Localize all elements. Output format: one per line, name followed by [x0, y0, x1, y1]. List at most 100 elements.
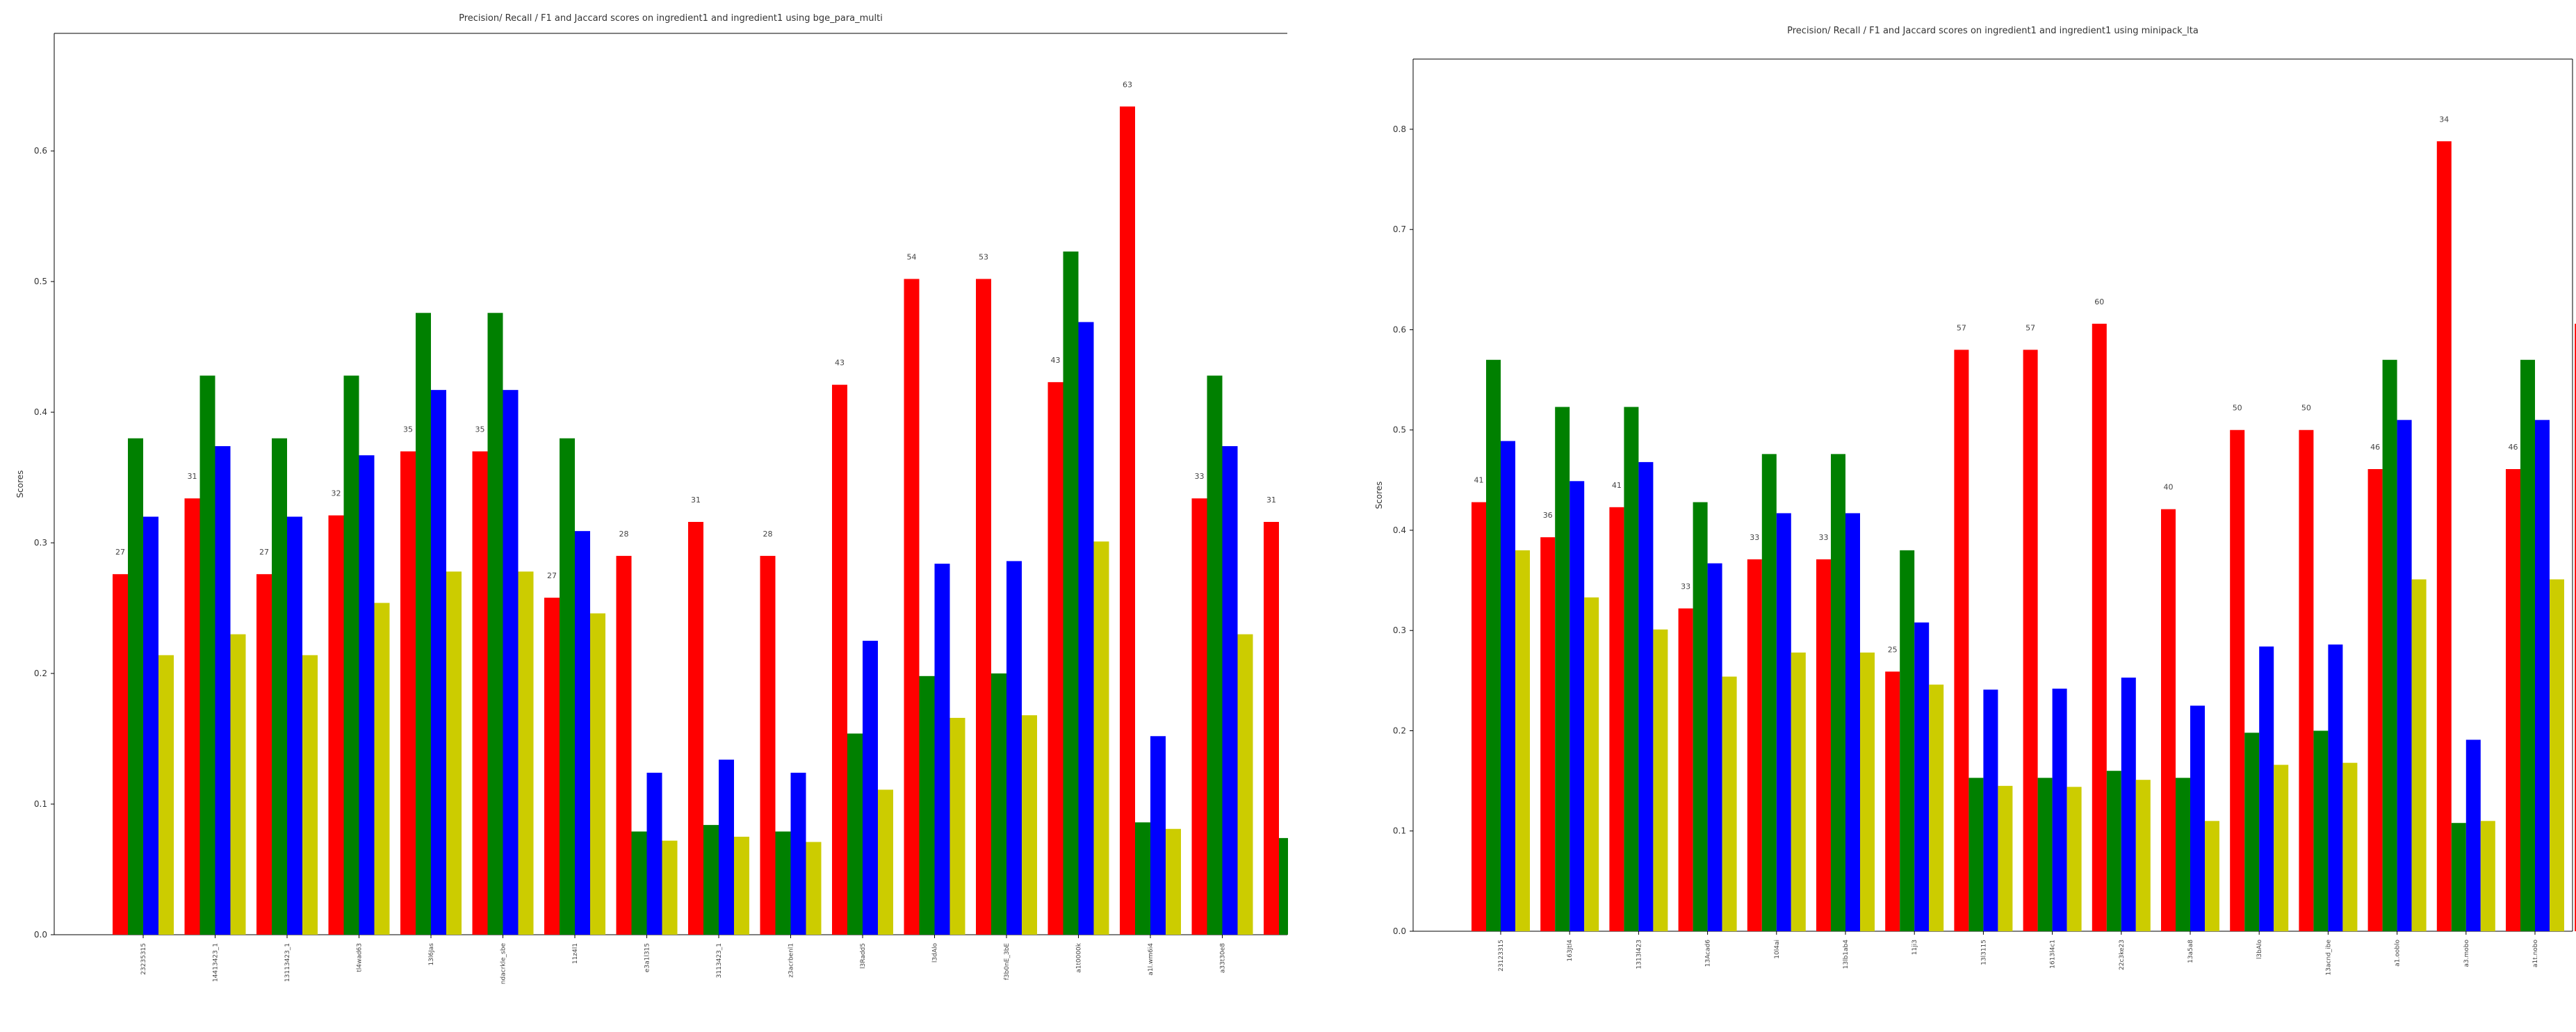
bar-value-label: 33: [1819, 533, 1829, 542]
y-tick-label: 0.2: [1393, 726, 1406, 735]
bar-value-label: 34: [2439, 115, 2449, 124]
bar: [487, 313, 503, 935]
bar: [2037, 778, 2053, 931]
y-tick-label: 0.6: [34, 146, 47, 156]
bar: [2205, 821, 2219, 931]
bar: [2259, 646, 2274, 931]
x-category-label: ndacrkle_sbe: [500, 943, 507, 985]
y-tick-label: 0.6: [1393, 325, 1406, 334]
bar-value-label: 46: [2509, 443, 2518, 452]
x-category-label: a33t30e8: [1220, 943, 1227, 973]
bar: [2575, 323, 2576, 931]
bar: [775, 831, 791, 935]
x-category-label: 13lb1ab4: [1843, 940, 1850, 969]
x-category-label: 13113423_1: [284, 943, 291, 982]
bar: [1968, 778, 1984, 931]
bar-value-label: 28: [763, 530, 773, 539]
bar: [1761, 454, 1777, 931]
bar: [230, 634, 246, 935]
y-axis-label: Scores: [15, 470, 25, 498]
x-category-label: l3dAlo: [932, 943, 939, 963]
bar: [400, 451, 416, 935]
bar: [2397, 420, 2412, 931]
bar-value-label: 25: [1888, 645, 1898, 654]
bar: [863, 641, 878, 935]
bar-value-label: 31: [691, 495, 701, 505]
bar: [113, 574, 128, 935]
bar: [1885, 671, 1900, 931]
bar: [1022, 715, 1037, 935]
x-category-label: z3acrbenl1: [788, 943, 795, 978]
bar: [272, 438, 287, 935]
bar: [934, 564, 950, 935]
bar: [2550, 579, 2564, 931]
y-tick-label: 0.7: [1393, 224, 1406, 234]
bar: [2161, 509, 2176, 931]
bar: [760, 555, 776, 935]
bar: [343, 375, 359, 935]
bar: [1237, 634, 1253, 935]
y-tick-label: 0.8: [1393, 124, 1406, 134]
bar: [1653, 629, 1668, 931]
y-tick-label: 0.4: [1393, 525, 1406, 535]
bar: [832, 384, 847, 935]
bar: [1900, 550, 1915, 931]
bar-value-label: 35: [475, 425, 485, 434]
bar: [2535, 420, 2550, 931]
bar-value-label: 50: [2233, 404, 2242, 413]
bar: [2230, 429, 2245, 931]
bar: [2465, 739, 2481, 931]
chart-panel-left: Precision/ Recall / F1 and Jaccard score…: [15, 13, 1288, 985]
bar: [1166, 828, 1181, 935]
bar: [1776, 513, 1791, 931]
bar: [1515, 550, 1530, 931]
bar: [1006, 561, 1022, 935]
bar: [2066, 787, 2082, 931]
bar-value-label: 60: [2094, 297, 2104, 306]
bar: [2411, 579, 2427, 931]
x-category-label: 23123315: [1498, 940, 1505, 972]
bar: [2190, 705, 2205, 931]
x-category-label: 1313l423: [1636, 940, 1642, 969]
x-category-label: a1l.wm6i4: [1148, 943, 1155, 976]
bar: [1472, 502, 1486, 931]
bar: [703, 825, 719, 935]
bar: [1860, 652, 1875, 931]
bar: [1222, 445, 1238, 935]
bar: [1570, 481, 1585, 931]
bar: [646, 772, 662, 935]
bar: [328, 515, 344, 935]
bar: [1722, 676, 1737, 931]
x-category-label: a1t0000k: [1076, 942, 1083, 973]
bar: [904, 279, 920, 935]
bar: [575, 531, 590, 935]
bar-chart-left: Precision/ Recall / F1 and Jaccard score…: [15, 13, 1288, 985]
x-category-label: e3a1l315: [644, 943, 651, 972]
bar: [2367, 468, 2383, 931]
bar: [1279, 837, 1288, 935]
bar: [1264, 522, 1279, 935]
y-tick-label: 0.1: [34, 799, 47, 809]
x-category-label: l3bAlo: [2256, 940, 2263, 960]
bar-value-label: 57: [2025, 323, 2035, 332]
bar: [1747, 559, 1762, 931]
bar-value-label: 57: [1957, 323, 1966, 332]
bar: [2052, 688, 2067, 931]
bar: [949, 717, 965, 935]
bar: [1707, 563, 1722, 931]
chart-title: Precision/ Recall / F1 and Jaccard score…: [459, 13, 883, 24]
bar: [790, 772, 806, 935]
bar-value-label: 46: [2370, 443, 2380, 452]
bar-value-label: 54: [907, 252, 917, 261]
bar: [847, 733, 863, 935]
bar-value-label: 31: [188, 472, 197, 481]
bar-value-label: 31: [1266, 495, 1276, 505]
x-category-label: 22c3ke23: [2119, 940, 2126, 970]
bar: [919, 675, 935, 935]
bar: [2121, 678, 2136, 931]
bar-value-label: 53: [979, 252, 988, 261]
bar: [287, 516, 302, 935]
bar: [128, 438, 143, 935]
bar-value-label: 41: [1612, 481, 1622, 490]
y-tick-label: 0.5: [34, 277, 47, 286]
